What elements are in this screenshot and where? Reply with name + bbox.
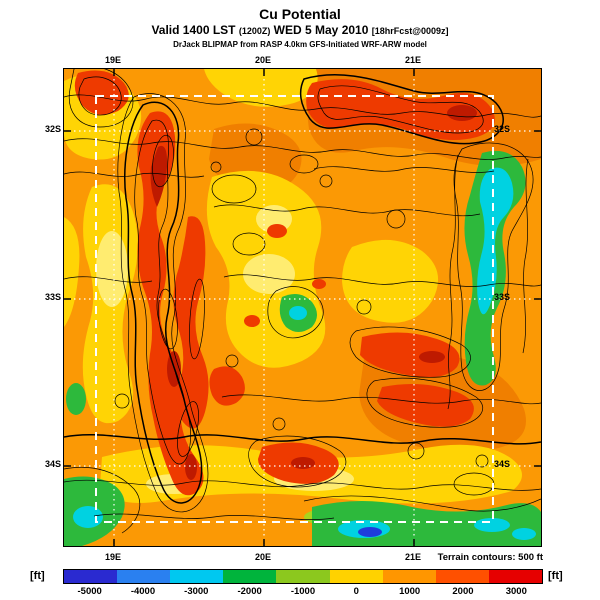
- domain-boundary-dashed: [95, 95, 494, 523]
- lat-label-left-33s: 33S: [44, 292, 61, 302]
- lon-label-bottom-21e: 21E: [404, 552, 421, 562]
- colorbar-tick: 2000: [452, 586, 474, 597]
- valid-zulu: (1200Z): [238, 26, 271, 36]
- valid-date: WED 5 May 2010: [270, 23, 372, 37]
- map: [63, 68, 542, 547]
- lift-shading: [64, 69, 541, 546]
- colorbar-segment: [382, 570, 436, 583]
- colorbar-tick: -1000: [290, 586, 316, 597]
- lon-label-bottom-19e: 19E: [104, 552, 121, 562]
- lat-label-right-32s: 32S: [494, 124, 511, 134]
- colorbar-segment: [488, 570, 542, 583]
- terrain-contours: [64, 69, 541, 534]
- lon-label-top-19e: 19E: [104, 55, 121, 65]
- lat-label-right-34s: 34S: [494, 459, 511, 469]
- valid-prefix: Valid 1400 LST: [151, 23, 239, 37]
- forecast-offset: [18hrFcst@0009z]: [371, 26, 449, 36]
- colorbar-segment: [435, 570, 489, 583]
- page-title: Cu Potential: [259, 6, 341, 22]
- colorbar-tick: -2000: [237, 586, 262, 597]
- lat-label-left-34s: 34S: [44, 459, 61, 469]
- colorbar-segment: [223, 570, 277, 583]
- lon-label-top-21e: 21E: [404, 55, 421, 65]
- colorbar-tick: -3000: [184, 586, 209, 597]
- colorbar-segment: [64, 570, 118, 583]
- axis-tick-marks: [64, 69, 541, 546]
- colorbar-segment: [276, 570, 330, 583]
- colorbar-tick: 3000: [505, 586, 527, 597]
- colorbar-tick: 0: [353, 586, 359, 597]
- colorbar-tick-labels: -5000 -4000 -3000 -2000 -1000 0 1000 200…: [63, 586, 543, 597]
- colorbar-unit-left: [ft]: [30, 570, 45, 582]
- colorbar-tick: 1000: [399, 586, 421, 597]
- colorbar-gradient: [63, 569, 543, 584]
- colorbar-unit-right: [ft]: [548, 570, 563, 582]
- terrain-contours-index: [64, 73, 541, 504]
- model-attribution-line: DrJack BLIPMAP from RASP 4.0km GFS-Initi…: [173, 40, 427, 49]
- lat-label-left-32s: 32S: [44, 124, 61, 134]
- colorbar-segment: [117, 570, 171, 583]
- map-canvas: [64, 69, 541, 546]
- colorbar-segment: [170, 570, 224, 583]
- lon-label-top-20e: 20E: [254, 55, 271, 65]
- lat-label-right-33s: 33S: [494, 292, 511, 302]
- colorbar-tick: -4000: [130, 586, 156, 597]
- terrain-contour-note: Terrain contours: 500 ft: [437, 552, 543, 563]
- lon-label-bottom-20e: 20E: [254, 552, 271, 562]
- colorbar-tick: -5000: [77, 586, 102, 597]
- valid-time-line: Valid 1400 LST (1200Z) WED 5 May 2010 [1…: [0, 23, 600, 37]
- colorbar-segment: [329, 570, 383, 583]
